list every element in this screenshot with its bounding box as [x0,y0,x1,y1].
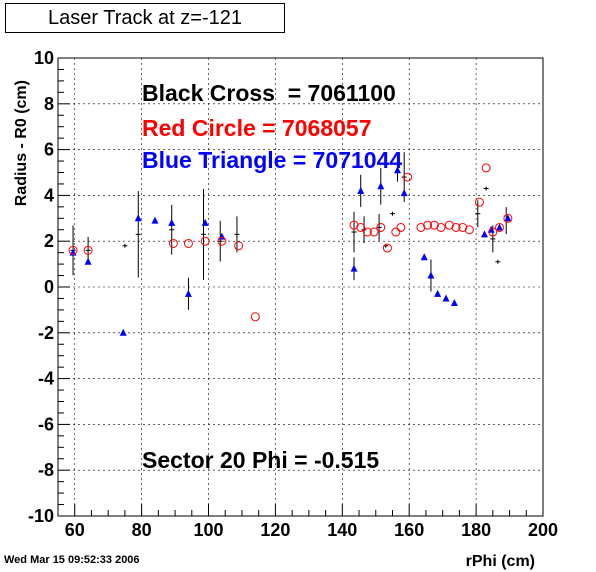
y-tick-label: 0 [44,277,54,297]
x-ticks [57,504,544,516]
cross-point [169,204,175,255]
triangle-point [450,299,458,307]
circle-point [436,222,446,232]
circle-point [200,236,210,246]
annotation-black-cross: Black Cross = 7061100 [142,80,396,106]
series-blue-triangle [69,158,512,336]
triangle-point [350,264,358,272]
cross-point [389,211,395,216]
circle-point [464,225,474,235]
y-tick-label: 6 [44,140,54,160]
annotation-red-circle: Red Circle = 7068057 [142,115,372,141]
x-tick-label: 200 [528,520,558,540]
x-tick-label: 140 [327,520,357,540]
annotation-sector: Sector 20 Phi = -0.515 [142,447,379,473]
triangle-point [151,216,159,224]
y-tick-label: 4 [44,185,54,205]
y-tick-label: -10 [28,506,54,526]
timestamp: Wed Mar 15 09:52:33 2006 [4,554,140,566]
y-tick-label: 10 [34,48,54,68]
x-tick-label: 80 [132,520,152,540]
y-tick-label: -2 [38,323,54,343]
cross-point [495,259,501,264]
series-red-circle [68,163,513,322]
triangle-point [168,218,176,226]
y-tick-label: -6 [38,414,54,434]
annotation-blue-triangle: Blue Triangle = 7071044 [142,147,402,173]
circle-point [396,222,406,232]
circle-point [429,220,439,230]
circle-point [503,213,513,223]
circle-point [403,172,413,182]
x-axis-title: rPhi (cm) [466,553,535,570]
grid [58,58,543,516]
triangle-point [504,214,512,222]
triangle-point [420,253,428,261]
circle-point [495,222,505,232]
x-tick-label: 100 [193,520,223,540]
circle-point [217,236,227,246]
chart-title: Laser Track at z=-121 [5,3,285,33]
triangle-point [119,328,127,336]
cross-point [234,216,240,253]
circle-point [481,163,491,173]
circle-point [423,220,433,230]
circle-point [382,243,392,253]
triangle-point [400,189,408,197]
triangle-point [184,289,192,297]
x-tick-label: 180 [461,520,491,540]
cross-point [483,186,489,191]
cross-point [122,243,128,248]
x-tick-label: 60 [65,520,85,540]
y-tick-label: -4 [38,369,54,389]
circle-point [362,227,372,237]
circle-point [474,197,484,207]
triangle-point [496,223,504,231]
triangle-point [442,294,450,302]
y-tick-label: -8 [38,460,54,480]
y-tick-label: 8 [44,94,54,114]
y-ticks [58,57,70,517]
triangle-point [377,182,385,190]
circle-point [356,222,366,232]
cross-point [475,200,481,228]
cross-point [351,211,357,253]
circle-point [83,245,93,255]
cross-point [201,188,206,280]
triangle-point [134,214,142,222]
cross-point [217,220,223,262]
circle-point [416,222,426,232]
cross-point [135,191,141,278]
circle-point [458,222,468,232]
y-axis-title: Radius - R0 (cm) [13,80,30,206]
triangle-point [201,218,209,226]
circle-point [183,238,193,248]
circle-point [376,222,386,232]
triangle-point [427,271,435,279]
circle-point [391,227,401,237]
series-black-cross [70,152,509,280]
circle-point [250,312,260,322]
circle-point [168,238,178,248]
triangle-point [394,166,401,174]
circle-point [451,222,461,232]
circle-point [444,220,454,230]
x-tick-label: 160 [394,520,424,540]
cross-point [376,214,382,241]
circle-point [349,220,359,230]
triangle-point [357,186,365,194]
x-tick-label: 120 [260,520,290,540]
circle-point [369,227,379,237]
triangle-point [84,257,92,265]
circle-point [488,227,498,237]
circle-point [234,241,244,251]
triangle-point [434,289,442,297]
circle-point [68,245,78,255]
y-tick-label: 2 [44,231,54,251]
triangle-point [480,230,488,238]
